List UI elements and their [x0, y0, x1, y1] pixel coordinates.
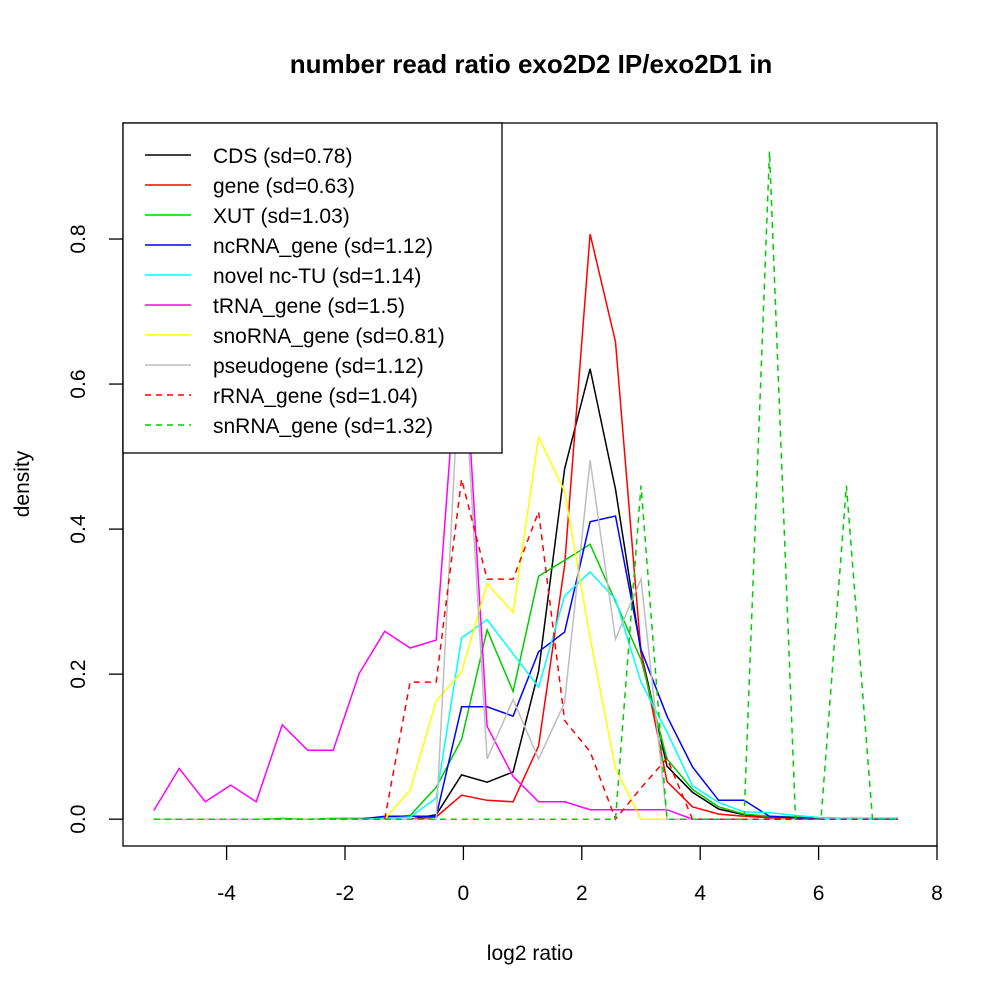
x-axis-label: log2 ratio — [487, 942, 573, 965]
y-tick-label: 0.6 — [67, 369, 90, 398]
axes-layer: -4 -2 0 2 4 6 8 0.0 0.2 0.4 0.6 0.8 — [67, 122, 943, 905]
legend-entry-label: CDS (sd=0.78) — [213, 145, 352, 168]
x-tick-label: 6 — [813, 882, 825, 905]
legend-entry-label: XUT (sd=1.03) — [213, 205, 350, 228]
y-tick-label: 0.0 — [67, 805, 90, 834]
x-tick-label: -4 — [217, 882, 236, 905]
x-tick-label: 2 — [576, 882, 588, 905]
y-tick-label: 0.4 — [67, 514, 90, 544]
x-tick-label: -2 — [336, 882, 355, 905]
legend-box — [122, 122, 503, 454]
series-layer — [153, 151, 898, 821]
legend-entry-label: rRNA_gene (sd=1.04) — [213, 385, 418, 408]
x-tick-label: 0 — [458, 882, 470, 905]
y-tick-label: 0.8 — [67, 224, 90, 253]
y-tick-label: 0.2 — [67, 659, 90, 688]
x-tick-label: 4 — [694, 882, 706, 905]
legend-entry-label: gene (sd=0.63) — [213, 175, 355, 198]
legend-entry-label: pseudogene (sd=1.12) — [213, 355, 424, 378]
series-line-9 — [153, 151, 898, 820]
legend: CDS (sd=0.78) gene (sd=0.63) XUT (sd=1.03)… — [122, 122, 503, 454]
x-tick-label: 8 — [931, 882, 943, 905]
chart-title: number read ratio exo2D2 IP/exo2D1 in — [290, 49, 773, 79]
legend-entry-label: novel nc-TU (sd=1.14) — [213, 265, 421, 288]
legend-entry-label: tRNA_gene (sd=1.5) — [213, 295, 405, 318]
legend-entry-label: snoRNA_gene (sd=0.81) — [213, 325, 445, 348]
legend-entry-label: ncRNA_gene (sd=1.12) — [213, 235, 433, 258]
legend-entry-label: snRNA_gene (sd=1.32) — [213, 415, 433, 438]
y-axis-label: density — [11, 450, 34, 517]
